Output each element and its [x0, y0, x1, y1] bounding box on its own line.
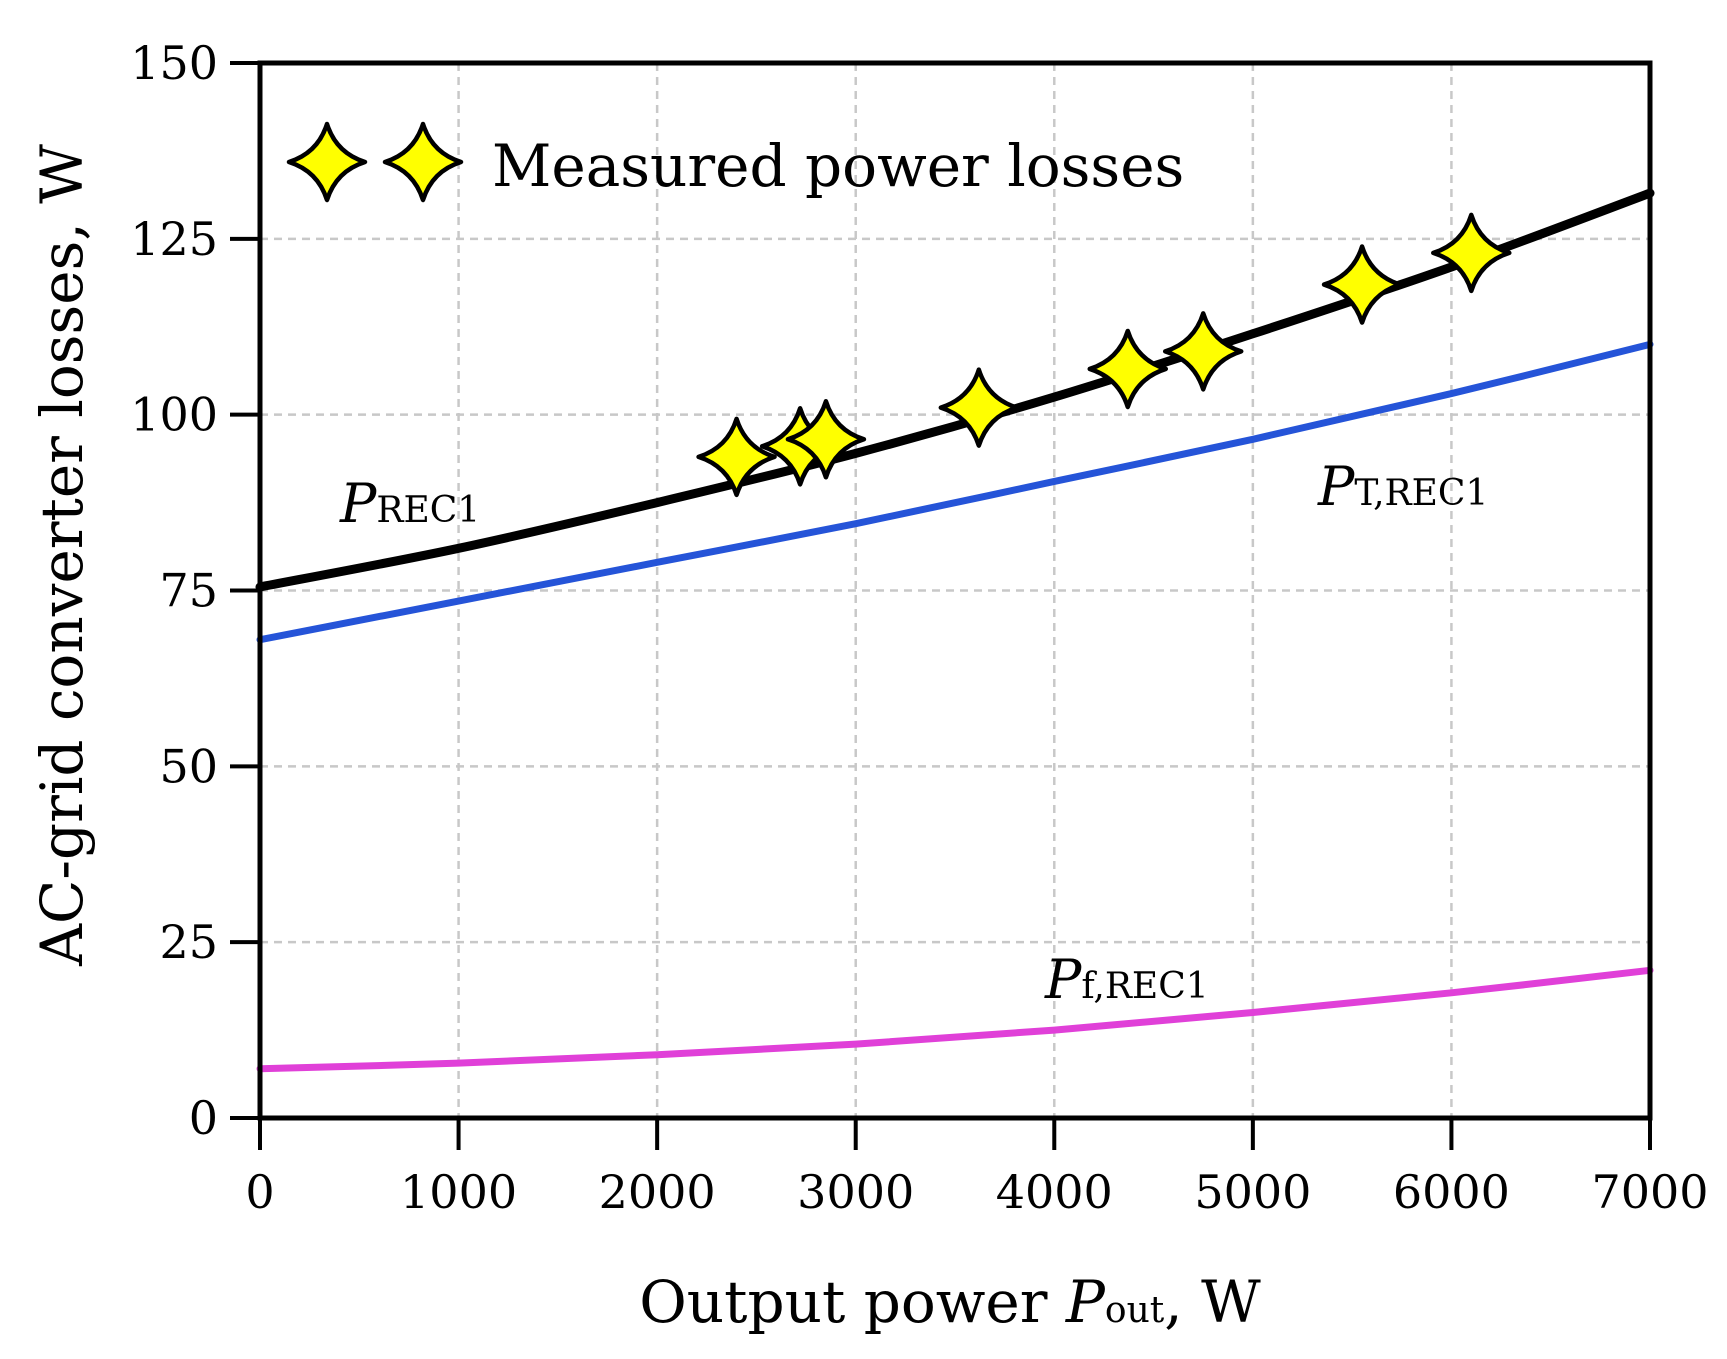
y-tick-label: 25: [159, 915, 218, 969]
legend-marker: [382, 121, 464, 203]
series-label-p-f-rec1: Pf,REC1: [1044, 948, 1209, 1011]
x-tick-label: 3000: [797, 1165, 914, 1219]
legend-label: Measured power losses: [492, 132, 1184, 200]
series-label-p-rec1: PREC1: [339, 472, 480, 535]
series-line-rec1: [255, 188, 1655, 592]
measured-markers: [696, 212, 1512, 498]
y-tick-label: 50: [159, 739, 218, 793]
y-tick-label: 0: [189, 1091, 218, 1145]
y-axis-title: AC-grid converter losses, W: [28, 144, 96, 967]
y-tick-label: 100: [130, 388, 218, 442]
y-tick-label: 75: [159, 564, 218, 618]
x-axis-title-unit: , W: [1164, 1268, 1261, 1336]
x-tick-label: 4000: [996, 1165, 1113, 1219]
series-label-p-t-rec1: PT,REC1: [1317, 455, 1488, 518]
x-axis-title-var: P: [1065, 1268, 1106, 1336]
y-tick-label: 125: [130, 212, 218, 266]
x-tick-label: 7000: [1591, 1165, 1708, 1219]
x-axis-title-sub: out: [1105, 1290, 1165, 1331]
series-line-t-rec1: [256, 340, 1654, 644]
x-tick-label: 5000: [1194, 1165, 1311, 1219]
measured-point: [1321, 244, 1403, 325]
x-axis-title: Output power Pout, W: [639, 1268, 1261, 1336]
x-axis-title-text: Output power: [639, 1268, 1066, 1336]
measured-point: [1087, 328, 1169, 410]
series-lines: [255, 188, 1655, 1073]
series-line-f-rec1: [256, 966, 1654, 1073]
x-tick-label: 2000: [599, 1165, 716, 1219]
axis-ticks: 0 1000 2000 3000 4000 5000 6000 7000 0 25 50 75 100 1…: [130, 36, 1708, 1219]
measured-point: [696, 416, 777, 498]
legend: Measured power losses: [286, 121, 1184, 203]
measured-point: [1162, 311, 1244, 392]
legend-markers: [286, 121, 464, 203]
measured-point: [938, 367, 1020, 448]
legend-marker: [286, 121, 368, 203]
x-tick-label: 6000: [1393, 1165, 1510, 1219]
x-tick-label: 0: [245, 1165, 274, 1219]
grid-lines: [260, 63, 1650, 1118]
y-tick-label: 150: [130, 36, 218, 90]
measured-point: [785, 399, 867, 480]
measured-point: [1431, 212, 1512, 294]
x-tick-label: 1000: [400, 1165, 517, 1219]
